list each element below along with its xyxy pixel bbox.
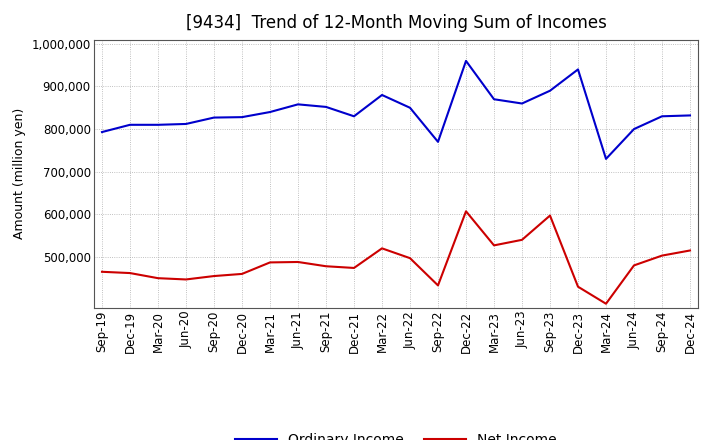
- Ordinary Income: [685, 113, 694, 118]
- Net Income: [210, 273, 218, 279]
- Net Income: [98, 269, 107, 275]
- Ordinary Income: [350, 114, 359, 119]
- Net Income: [433, 283, 442, 288]
- Ordinary Income: [266, 110, 274, 115]
- Net Income: [518, 237, 526, 242]
- Net Income: [462, 209, 470, 214]
- Net Income: [266, 260, 274, 265]
- Net Income: [294, 259, 302, 264]
- Net Income: [685, 248, 694, 253]
- Line: Ordinary Income: Ordinary Income: [102, 61, 690, 159]
- Net Income: [153, 275, 162, 281]
- Net Income: [350, 265, 359, 271]
- Ordinary Income: [238, 114, 246, 120]
- Ordinary Income: [602, 156, 611, 161]
- Ordinary Income: [574, 67, 582, 72]
- Ordinary Income: [657, 114, 666, 119]
- Ordinary Income: [153, 122, 162, 128]
- Ordinary Income: [294, 102, 302, 107]
- Net Income: [322, 264, 330, 269]
- Ordinary Income: [126, 122, 135, 128]
- Ordinary Income: [98, 129, 107, 135]
- Net Income: [238, 271, 246, 277]
- Net Income: [181, 277, 190, 282]
- Net Income: [657, 253, 666, 258]
- Ordinary Income: [378, 92, 387, 98]
- Net Income: [546, 213, 554, 218]
- Ordinary Income: [322, 104, 330, 110]
- Ordinary Income: [210, 115, 218, 120]
- Ordinary Income: [405, 105, 414, 110]
- Legend: Ordinary Income, Net Income: Ordinary Income, Net Income: [230, 428, 562, 440]
- Ordinary Income: [462, 58, 470, 63]
- Ordinary Income: [630, 126, 639, 132]
- Ordinary Income: [433, 139, 442, 144]
- Ordinary Income: [490, 97, 498, 102]
- Line: Net Income: Net Income: [102, 211, 690, 304]
- Net Income: [405, 256, 414, 261]
- Net Income: [378, 246, 387, 251]
- Ordinary Income: [546, 88, 554, 93]
- Ordinary Income: [181, 121, 190, 127]
- Y-axis label: Amount (million yen): Amount (million yen): [13, 108, 26, 239]
- Net Income: [126, 271, 135, 276]
- Net Income: [630, 263, 639, 268]
- Title: [9434]  Trend of 12-Month Moving Sum of Incomes: [9434] Trend of 12-Month Moving Sum of I…: [186, 15, 606, 33]
- Net Income: [490, 243, 498, 248]
- Net Income: [602, 301, 611, 306]
- Net Income: [574, 284, 582, 290]
- Ordinary Income: [518, 101, 526, 106]
